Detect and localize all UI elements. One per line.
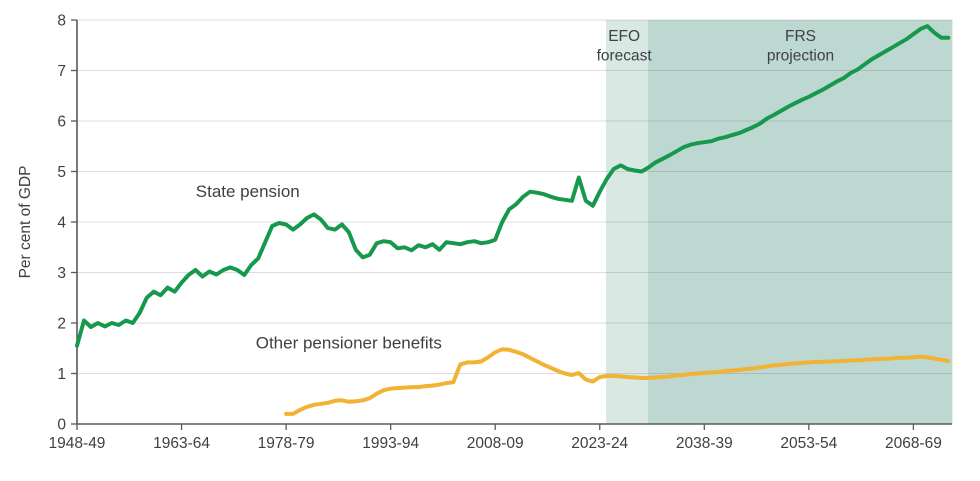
series-lines-layer xyxy=(75,24,951,416)
efo-forecast-band-label-line: EFO xyxy=(608,28,640,45)
gridlines-layer xyxy=(77,19,952,374)
axes-layer xyxy=(71,19,952,430)
x-tick-label: 2068-69 xyxy=(885,435,942,452)
frs-projection-band-label-line: FRS xyxy=(785,28,816,45)
x-tick-label: 1963-64 xyxy=(153,435,210,452)
y-tick-label: 3 xyxy=(57,265,66,282)
x-tick-label: 2053-54 xyxy=(780,435,837,452)
y-tick-label: 0 xyxy=(57,417,66,434)
x-tick-label: 1993-94 xyxy=(362,435,419,452)
y-tick-label: 8 xyxy=(57,13,66,30)
x-tick-label: 1978-79 xyxy=(258,435,315,452)
series-line-state-pension xyxy=(75,24,951,348)
series-label-other-pensioner-benefits: Other pensioner benefits xyxy=(256,333,442,352)
text-labels-layer: EFO forecast FRS projection 0 1 2 3 4 5 6 7 8 1948-49… xyxy=(17,13,942,453)
series-label-state-pension: State pension xyxy=(196,182,300,201)
y-tick-label: 5 xyxy=(57,164,66,181)
y-tick-label: 2 xyxy=(57,316,66,333)
series-line-other-pensioner-benefits xyxy=(284,347,951,416)
y-tick-label: 4 xyxy=(57,215,66,232)
frs-projection-band-label-line: projection xyxy=(767,48,834,65)
x-tick-label: 2023-24 xyxy=(571,435,628,452)
x-tick-label: 2038-39 xyxy=(676,435,733,452)
y-tick-label: 6 xyxy=(57,114,66,131)
efo-forecast-band-label-line: forecast xyxy=(597,48,653,65)
x-tick-label: 1948-49 xyxy=(49,435,106,452)
y-axis-title: Per cent of GDP xyxy=(17,166,34,279)
x-tick-label: 2008-09 xyxy=(467,435,524,452)
y-tick-label: 7 xyxy=(57,63,66,80)
efo-forecast-band xyxy=(606,20,648,424)
y-tick-label: 1 xyxy=(57,366,66,383)
